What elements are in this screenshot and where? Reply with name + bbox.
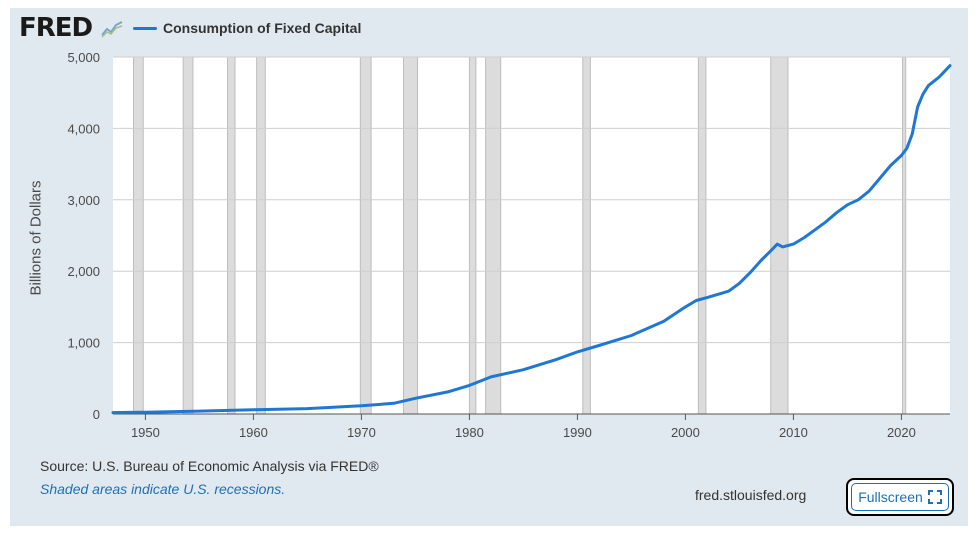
fred-logo-graph-icon	[101, 21, 123, 38]
plot-area	[113, 57, 950, 414]
series-line	[111, 64, 952, 415]
fred-logo[interactable]: FRED	[19, 13, 93, 43]
site-link[interactable]: fred.stlouisfed.org	[695, 487, 807, 503]
recession-band	[256, 56, 266, 415]
y-tick-label: 2,000	[67, 264, 100, 279]
y-tick-label: 1,000	[67, 336, 100, 351]
recession-band	[901, 56, 907, 415]
recession-band	[582, 56, 591, 415]
fullscreen-label: Fullscreen	[858, 489, 923, 505]
y-tick-label: 5,000	[67, 50, 100, 65]
recession-band	[485, 56, 502, 415]
recession-band	[770, 56, 789, 415]
x-tick-label: 2010	[779, 425, 808, 440]
x-tick-label: 1960	[239, 425, 268, 440]
x-tick-label: 1980	[455, 425, 484, 440]
recession-band	[468, 56, 477, 415]
recession-band	[226, 56, 236, 415]
legend-line-swatch	[133, 26, 157, 30]
x-tick-label: 2020	[887, 425, 916, 440]
recession-band	[359, 56, 372, 415]
recession-band	[182, 56, 194, 415]
expand-icon	[927, 490, 942, 504]
recession-band	[697, 56, 707, 415]
legend-label: Consumption of Fixed Capital	[163, 20, 362, 36]
legend: Consumption of Fixed Capital	[133, 18, 361, 38]
fullscreen-button[interactable]: Fullscreen	[846, 478, 954, 516]
recession-band	[403, 56, 419, 415]
x-tick-label: 2000	[671, 425, 700, 440]
recession-band	[133, 56, 144, 415]
y-tick-label: 3,000	[67, 193, 100, 208]
y-tick-label: 4,000	[67, 121, 100, 136]
x-tick-label: 1950	[131, 425, 160, 440]
x-tick-label: 1970	[347, 425, 376, 440]
recession-note: Shaded areas indicate U.S. recessions.	[40, 481, 286, 497]
y-tick-label: 0	[93, 407, 100, 422]
source-text: Source: U.S. Bureau of Economic Analysis…	[40, 458, 379, 474]
x-tick-label: 1990	[563, 425, 592, 440]
